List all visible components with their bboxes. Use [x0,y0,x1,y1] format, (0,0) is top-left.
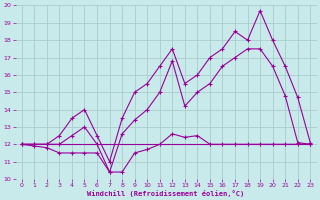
X-axis label: Windchill (Refroidissement éolien,°C): Windchill (Refroidissement éolien,°C) [87,190,245,197]
